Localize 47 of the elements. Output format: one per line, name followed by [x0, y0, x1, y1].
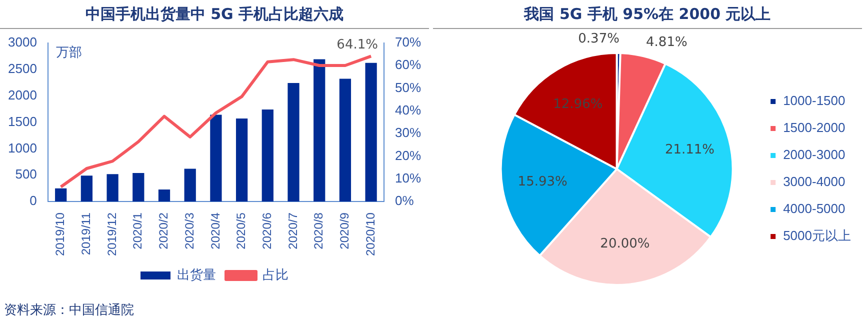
- x-tick-label: 2020/9: [338, 212, 352, 250]
- y-tick-label: 500: [15, 166, 37, 182]
- x-tick-label: 2020/8: [312, 212, 326, 250]
- y-tick-label: 2500: [8, 60, 37, 76]
- y2-tick-label: 0%: [394, 193, 414, 208]
- legend-label: 占比: [262, 267, 288, 282]
- legend-label: 3000-4000: [783, 174, 846, 190]
- chart-title: 我国 5G 手机 95%在 2000 元以上: [433, 0, 862, 29]
- legend-label: 1500-2000: [783, 120, 846, 136]
- y2-tick-label: 70%: [394, 34, 422, 50]
- x-tick-label: 2019/10: [53, 212, 68, 256]
- chart-title: 中国手机出货量中 5G 手机占比超六成: [0, 0, 429, 29]
- y2-tick-label: 40%: [394, 102, 422, 118]
- y2-tick-label: 50%: [394, 80, 422, 95]
- x-tick-label: 2019/11: [79, 212, 94, 256]
- y-tick-label: 1000: [8, 140, 37, 156]
- legend-label: 4000-5000: [783, 201, 846, 216]
- data-label: 15.93%: [518, 174, 568, 190]
- x-tick-label: 2020/6: [260, 212, 274, 250]
- y2-tick-label: 60%: [394, 57, 422, 72]
- data-label: 20.00%: [600, 236, 650, 252]
- y-tick-label: 1500: [8, 114, 37, 129]
- data-label: 4.81%: [646, 34, 688, 50]
- x-tick-label: 2020/10: [363, 212, 378, 256]
- y-tick-label: 0: [30, 193, 37, 208]
- x-tick-label: 2020/7: [286, 212, 300, 250]
- y2-tick-label: 30%: [394, 125, 422, 140]
- text: 资料来源：中国信通院: [4, 302, 134, 319]
- x-tick-label: 2020/5: [234, 212, 248, 250]
- data-label: 12.96%: [553, 96, 603, 112]
- y-tick-label: 2000: [8, 87, 37, 102]
- y-tick-label: 3000: [8, 34, 37, 50]
- annotation: 64.1%: [336, 38, 378, 53]
- y2-tick-label: 10%: [394, 170, 422, 186]
- y-axis-title: 万部: [56, 46, 82, 61]
- x-tick-label: 2020/2: [156, 212, 171, 250]
- x-tick-label: 2020/4: [208, 212, 222, 250]
- data-label: 21.11%: [664, 142, 715, 158]
- x-tick-label: 2020/3: [182, 212, 196, 250]
- data-label: 0.37%: [578, 31, 620, 46]
- x-tick-label: 2020/1: [130, 212, 145, 250]
- x-tick-label: 2019/12: [104, 212, 119, 256]
- legend-label: 1000-1500: [783, 93, 846, 108]
- y2-tick-label: 20%: [394, 148, 422, 163]
- legend-label: 2000-3000: [783, 147, 846, 162]
- legend-label: 5000元以上: [783, 228, 851, 244]
- legend-label: 出货量: [177, 267, 216, 282]
